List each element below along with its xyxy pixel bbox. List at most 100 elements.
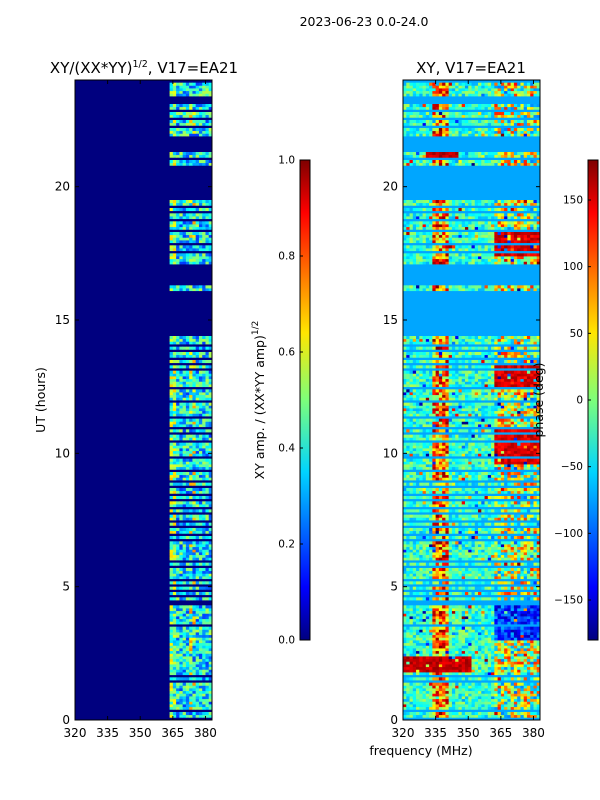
phase-cell bbox=[435, 544, 440, 548]
phase-cell bbox=[425, 541, 430, 545]
amplitude-cell bbox=[198, 605, 203, 609]
amplitude-cell bbox=[189, 648, 193, 652]
amplitude-cell bbox=[179, 122, 184, 126]
phase-cell bbox=[412, 541, 417, 545]
amplitude-cell bbox=[198, 104, 203, 108]
phase-cell bbox=[438, 554, 443, 558]
phase-cell bbox=[500, 608, 505, 612]
amplitude-cell bbox=[176, 258, 180, 262]
amplitude-cell bbox=[195, 706, 200, 710]
phase-cell bbox=[491, 552, 495, 556]
phase-cell bbox=[520, 608, 525, 612]
phase-cell bbox=[458, 573, 463, 577]
phase-cell bbox=[464, 568, 469, 572]
amplitude-cell bbox=[185, 618, 190, 622]
phase-cell bbox=[429, 682, 433, 686]
amplitude-cell bbox=[202, 394, 206, 398]
phase-cell bbox=[432, 554, 437, 558]
phase-cell bbox=[536, 682, 540, 686]
amplitude-cell bbox=[205, 568, 210, 572]
amplitude-cell bbox=[195, 221, 200, 225]
phase-cell bbox=[461, 570, 466, 574]
phase-cell bbox=[494, 488, 498, 492]
amplitude-cell bbox=[172, 704, 177, 708]
amplitude-cell bbox=[182, 448, 187, 452]
amplitude-cell bbox=[189, 693, 193, 697]
phase-cell bbox=[419, 669, 423, 673]
amplitude-cell bbox=[208, 232, 212, 236]
amplitude-cell bbox=[189, 544, 193, 548]
phase-cell bbox=[435, 610, 440, 614]
phase-cell bbox=[530, 658, 534, 662]
phase-cell bbox=[526, 576, 531, 580]
phase-cell bbox=[510, 586, 515, 590]
phase-cell bbox=[517, 616, 521, 620]
phase-cell bbox=[445, 640, 450, 644]
phase-cell bbox=[464, 504, 469, 508]
phase-cell bbox=[497, 645, 502, 649]
phase-cell bbox=[500, 685, 505, 689]
amplitude-cell bbox=[195, 621, 200, 625]
phase-cell bbox=[526, 696, 531, 700]
phase-cell bbox=[474, 546, 479, 550]
amplitude-cell bbox=[176, 645, 180, 649]
phase-cell bbox=[517, 501, 521, 505]
amplitude-cell bbox=[198, 552, 203, 556]
phase-cell bbox=[520, 632, 525, 636]
phase-cell bbox=[510, 581, 515, 585]
amplitude-cell bbox=[176, 130, 180, 134]
amplitude-cell bbox=[202, 85, 206, 89]
amplitude-cell bbox=[182, 477, 187, 481]
amplitude-cell bbox=[169, 120, 174, 124]
amplitude-cell bbox=[179, 576, 184, 580]
phase-cell bbox=[468, 504, 472, 508]
amplitude-cell bbox=[195, 253, 200, 257]
phase-cell bbox=[425, 618, 430, 622]
phase-cell bbox=[526, 685, 531, 689]
amplitude-cell bbox=[185, 424, 190, 428]
amplitude-cell bbox=[195, 112, 200, 116]
phase-cell bbox=[464, 613, 469, 617]
phase-cell bbox=[526, 549, 531, 553]
phase-cell bbox=[520, 693, 525, 697]
phase-cell bbox=[484, 496, 489, 500]
amplitude-cell bbox=[198, 106, 203, 110]
phase-cell bbox=[412, 576, 417, 580]
phase-cell bbox=[445, 688, 450, 692]
amplitude-cell bbox=[198, 570, 203, 574]
phase-cell bbox=[474, 642, 479, 646]
amplitude-cell bbox=[192, 522, 197, 526]
phase-cell bbox=[484, 522, 489, 526]
amplitude-cell bbox=[192, 370, 197, 374]
phase-cell bbox=[497, 581, 502, 585]
amplitude-cell bbox=[169, 450, 174, 454]
phase-cell bbox=[510, 536, 515, 540]
phase-cell bbox=[481, 552, 485, 556]
phase-cell bbox=[487, 517, 492, 521]
phase-cell bbox=[429, 640, 433, 644]
phase-cell bbox=[520, 586, 525, 590]
amplitude-cell bbox=[182, 482, 187, 486]
phase-cell bbox=[520, 690, 525, 694]
phase-cell bbox=[419, 536, 423, 540]
phase-cell bbox=[474, 685, 479, 689]
phase-cell bbox=[484, 685, 489, 689]
amplitude-cell bbox=[208, 394, 212, 398]
amplitude-cell bbox=[192, 152, 197, 156]
phase-cell bbox=[416, 490, 420, 494]
phase-cell bbox=[451, 701, 456, 705]
amplitude-cell bbox=[176, 248, 180, 252]
amplitude-cell bbox=[208, 597, 212, 601]
amplitude-cell bbox=[208, 389, 212, 393]
phase-cell bbox=[461, 658, 466, 662]
amplitude-cell bbox=[189, 248, 193, 252]
amplitude-cell bbox=[169, 610, 174, 614]
phase-cell bbox=[487, 685, 492, 689]
phase-cell bbox=[458, 704, 463, 708]
phase-cell bbox=[494, 496, 498, 500]
phase-cell bbox=[487, 605, 492, 609]
phase-cell bbox=[458, 629, 463, 633]
phase-cell bbox=[478, 618, 482, 622]
phase-cell bbox=[425, 562, 430, 566]
phase-cell bbox=[507, 576, 512, 580]
